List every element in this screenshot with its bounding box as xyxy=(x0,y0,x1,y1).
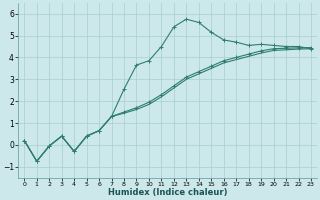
X-axis label: Humidex (Indice chaleur): Humidex (Indice chaleur) xyxy=(108,188,228,197)
